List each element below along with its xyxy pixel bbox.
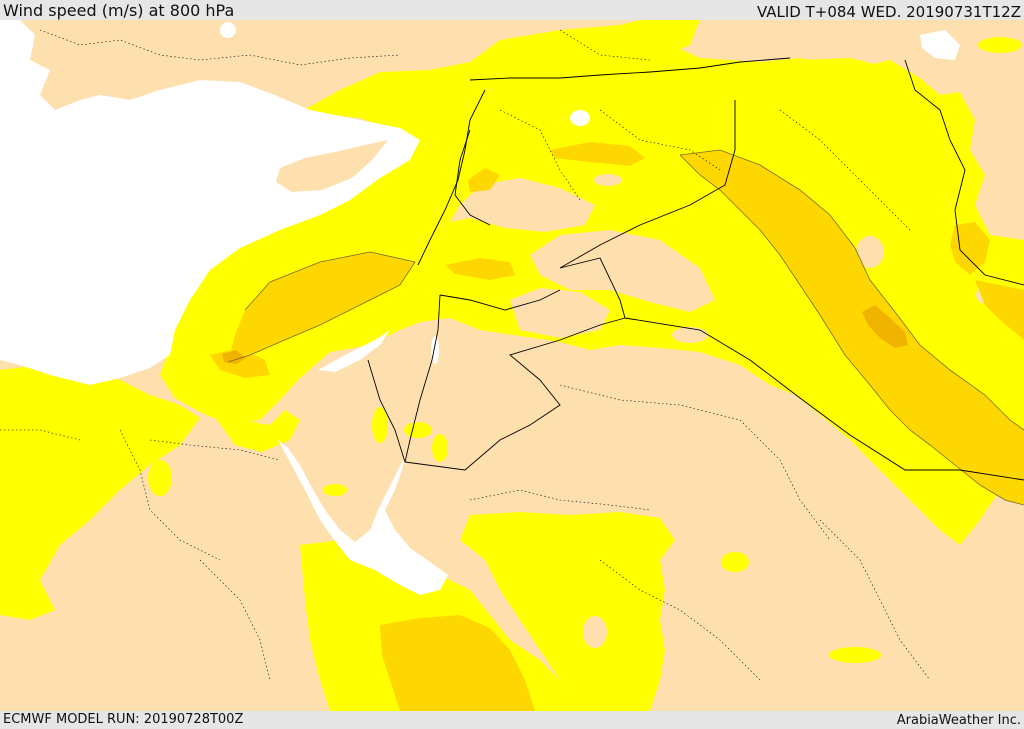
wind-core-iraq bbox=[680, 150, 1024, 505]
wind-blob bbox=[323, 484, 347, 496]
mediterranean-lobe bbox=[318, 330, 390, 372]
border-jordan-saudi bbox=[404, 317, 626, 471]
wind-blob bbox=[148, 460, 172, 496]
border-iran-iraq bbox=[904, 59, 1024, 286]
red-sea bbox=[278, 440, 448, 595]
border-lebanon-syria bbox=[454, 129, 491, 226]
calm-region-syria bbox=[530, 230, 715, 312]
wind-max-sinai bbox=[222, 350, 246, 364]
admin-lines-layer bbox=[0, 29, 931, 681]
lake bbox=[220, 22, 236, 38]
calm-blob bbox=[672, 327, 708, 343]
border-turkey-syria bbox=[469, 57, 791, 81]
cyprus-island bbox=[276, 140, 388, 192]
wind-core-patch bbox=[550, 142, 645, 166]
model-run: ECMWF MODEL RUN: 20190728T00Z bbox=[3, 712, 244, 727]
border-syria-jordan bbox=[439, 289, 561, 311]
border-egypt-israel bbox=[367, 359, 406, 463]
wind-core-mediterranean bbox=[228, 252, 415, 362]
calm-blob bbox=[594, 174, 622, 186]
calm-holes-layer bbox=[272, 142, 1004, 648]
map-title: Wind speed (m/s) at 800 hPa bbox=[3, 1, 235, 20]
wind-blob bbox=[978, 37, 1022, 53]
calm-blob bbox=[856, 236, 884, 268]
wind-core-hejaz bbox=[380, 615, 535, 711]
border-israel-jordan bbox=[404, 294, 441, 463]
contour-line bbox=[679, 154, 1024, 506]
wind-region-sinai bbox=[210, 410, 300, 452]
border-jordan-iraq bbox=[559, 257, 626, 319]
wind-core-patch bbox=[468, 168, 500, 192]
wind-region-west bbox=[0, 365, 200, 620]
coastline-levant bbox=[417, 89, 486, 266]
lake bbox=[570, 110, 590, 126]
map-area bbox=[0, 20, 1024, 711]
wind-band-2-layer bbox=[210, 142, 1024, 711]
contour-lines-layer bbox=[227, 149, 1024, 506]
contour-line bbox=[227, 251, 416, 363]
admin-line bbox=[0, 429, 81, 441]
admin-line bbox=[779, 109, 911, 231]
admin-line bbox=[149, 439, 281, 461]
wind-blob bbox=[372, 407, 388, 443]
wind-blob bbox=[404, 422, 432, 438]
wind-region-najd bbox=[460, 512, 675, 711]
admin-line bbox=[559, 29, 651, 61]
border-iraq-saudi bbox=[624, 317, 1024, 481]
admin-line bbox=[469, 489, 651, 511]
mediterranean-sea bbox=[0, 20, 420, 385]
admin-line bbox=[599, 559, 761, 681]
borders-layer bbox=[367, 57, 1024, 481]
lake-van bbox=[920, 30, 960, 60]
admin-line bbox=[39, 29, 401, 66]
calm-blob bbox=[583, 616, 607, 648]
wind-core-patch bbox=[950, 222, 990, 275]
admin-line bbox=[199, 559, 271, 681]
wind-region-anatolia bbox=[470, 20, 700, 82]
wind-blob bbox=[829, 647, 881, 663]
wind-band-3-layer bbox=[222, 305, 908, 364]
calm-region-desert bbox=[510, 288, 610, 338]
contour-line bbox=[679, 149, 1024, 431]
wind-blob bbox=[432, 434, 448, 462]
credit: ArabiaWeather Inc. bbox=[896, 713, 1021, 728]
calm-region-jordan bbox=[450, 178, 595, 232]
admin-line bbox=[559, 384, 831, 541]
wind-max-iraq bbox=[862, 305, 908, 348]
admin-line bbox=[599, 109, 721, 171]
admin-line bbox=[819, 519, 931, 681]
wind-blob bbox=[721, 552, 749, 572]
border-syria-iraq bbox=[559, 100, 736, 269]
wind-region-east bbox=[800, 58, 910, 92]
header-bar bbox=[0, 0, 1024, 20]
footer-bar bbox=[0, 711, 1024, 729]
wind-core-patch bbox=[975, 280, 1024, 340]
valid-time: VALID T+084 WED. 20190731T12Z bbox=[756, 3, 1021, 21]
wind-core-patch bbox=[445, 258, 515, 280]
water-layer bbox=[0, 20, 960, 595]
wind-speed-map bbox=[0, 20, 1024, 711]
